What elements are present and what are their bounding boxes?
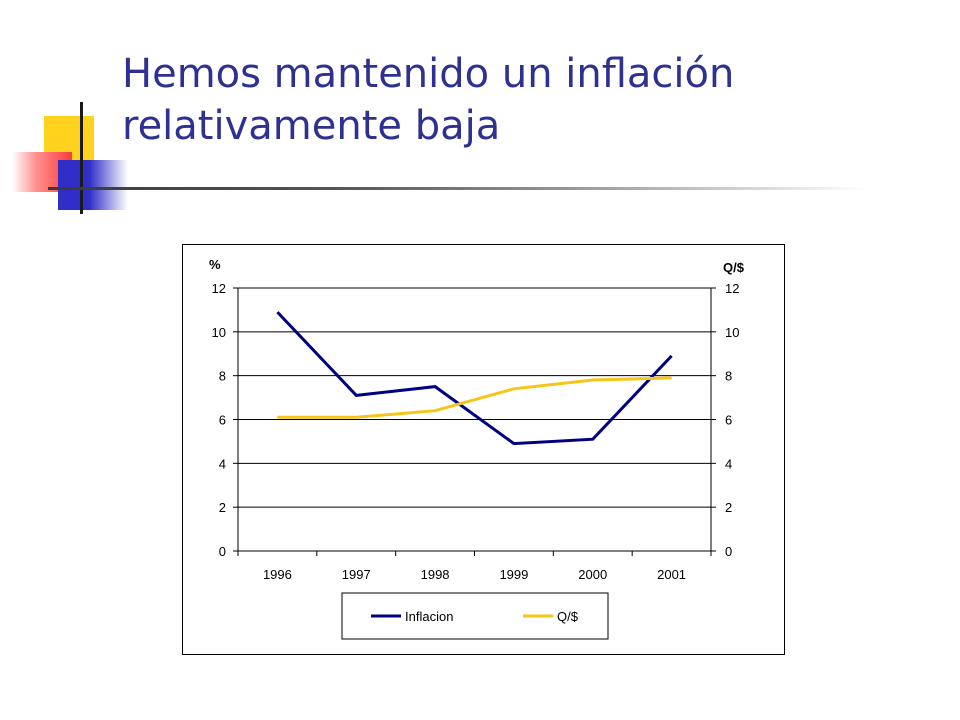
slide-title: Hemos mantenido un inflación relativamen… (122, 48, 922, 152)
y-tick-label-left: 0 (219, 544, 226, 559)
y-tick-label-right: 8 (725, 369, 732, 384)
y-tick-label-left: 4 (219, 456, 226, 471)
chart-frame: 0 2 4 6 8 10 12 0 2 4 6 8 10 12 1996 1997 1998 1999 2000 20… (182, 244, 785, 655)
series-line-q-dollar (277, 376, 672, 419)
x-tick-label: 1998 (421, 567, 450, 582)
y-tick-label-left: 12 (212, 281, 226, 296)
y-tick-label-left: 10 (212, 325, 226, 340)
legend-label-inflacion: Inflacion (405, 609, 453, 624)
y-tick-label-right: 4 (725, 456, 732, 471)
x-tick-label: 1996 (263, 567, 292, 582)
series-line-inflacion (276, 311, 673, 446)
decorative-blue-square (58, 160, 128, 210)
x-tick-label: 2000 (578, 567, 607, 582)
y-axis-label-left: % (209, 257, 221, 272)
y-tick-label-right: 12 (725, 281, 739, 296)
y-tick-label-right: 6 (725, 413, 732, 428)
x-tick-label: 2001 (657, 567, 686, 582)
y-tick-label-left: 8 (219, 369, 226, 384)
y-tick-label-right: 2 (725, 500, 732, 515)
y-tick-label-left: 6 (219, 413, 226, 428)
slide-title-line-1: Hemos mantenido un inflación (122, 51, 735, 97)
y-axis-label-right: Q/$ (723, 260, 745, 275)
y-tick-label-right: 0 (725, 544, 732, 559)
slide-title-line-2: relativamente baja (122, 103, 501, 149)
x-tick-label: 1999 (499, 567, 528, 582)
decorative-vertical-line (80, 102, 83, 214)
x-tick-label: 1997 (342, 567, 371, 582)
y-tick-label-left: 2 (219, 500, 226, 515)
y-tick-label-right: 10 (725, 325, 739, 340)
line-chart: 0 2 4 6 8 10 12 0 2 4 6 8 10 12 1996 1997 1998 1999 2000 20… (209, 257, 745, 640)
legend-label-q-dollar: Q/$ (557, 609, 579, 624)
title-underline (48, 187, 868, 190)
